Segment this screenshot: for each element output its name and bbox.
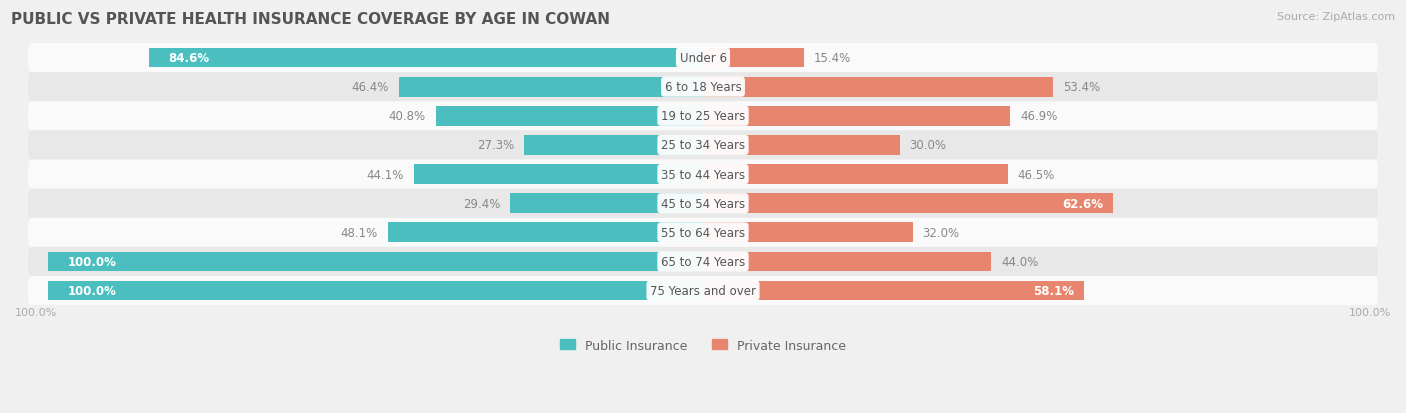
Bar — [703, 136, 900, 155]
Text: Under 6: Under 6 — [679, 52, 727, 65]
Bar — [388, 223, 703, 242]
Text: 15.4%: 15.4% — [814, 52, 851, 65]
FancyBboxPatch shape — [28, 102, 1378, 131]
Text: 48.1%: 48.1% — [340, 226, 378, 239]
FancyBboxPatch shape — [28, 131, 1378, 160]
Text: 35 to 44 Years: 35 to 44 Years — [661, 168, 745, 181]
Text: 100.0%: 100.0% — [67, 255, 117, 268]
Text: 46.9%: 46.9% — [1021, 110, 1057, 123]
Text: Source: ZipAtlas.com: Source: ZipAtlas.com — [1277, 12, 1395, 22]
Bar — [703, 165, 1008, 185]
Text: PUBLIC VS PRIVATE HEALTH INSURANCE COVERAGE BY AGE IN COWAN: PUBLIC VS PRIVATE HEALTH INSURANCE COVER… — [11, 12, 610, 27]
Text: 58.1%: 58.1% — [1033, 285, 1074, 297]
Bar — [48, 281, 703, 301]
Bar — [149, 48, 703, 68]
Bar — [703, 252, 991, 272]
Legend: Public Insurance, Private Insurance: Public Insurance, Private Insurance — [555, 334, 851, 357]
Bar — [703, 281, 1084, 301]
Text: 75 Years and over: 75 Years and over — [650, 285, 756, 297]
Text: 27.3%: 27.3% — [477, 139, 515, 152]
Bar — [703, 48, 804, 68]
Text: 65 to 74 Years: 65 to 74 Years — [661, 255, 745, 268]
Bar — [703, 223, 912, 242]
Text: 44.0%: 44.0% — [1001, 255, 1039, 268]
Text: 100.0%: 100.0% — [15, 308, 58, 318]
Text: 55 to 64 Years: 55 to 64 Years — [661, 226, 745, 239]
FancyBboxPatch shape — [28, 276, 1378, 305]
Bar — [703, 194, 1114, 214]
Bar — [703, 107, 1011, 126]
Bar — [399, 78, 703, 97]
Text: 100.0%: 100.0% — [67, 285, 117, 297]
Text: 46.4%: 46.4% — [352, 81, 389, 94]
Text: 6 to 18 Years: 6 to 18 Years — [665, 81, 741, 94]
FancyBboxPatch shape — [28, 218, 1378, 247]
Bar — [703, 78, 1053, 97]
Text: 30.0%: 30.0% — [910, 139, 946, 152]
Text: 44.1%: 44.1% — [367, 168, 404, 181]
Text: 45 to 54 Years: 45 to 54 Years — [661, 197, 745, 210]
Bar — [413, 165, 703, 185]
Text: 25 to 34 Years: 25 to 34 Years — [661, 139, 745, 152]
Bar — [524, 136, 703, 155]
FancyBboxPatch shape — [28, 189, 1378, 218]
Bar — [436, 107, 703, 126]
Text: 46.5%: 46.5% — [1018, 168, 1054, 181]
Text: 40.8%: 40.8% — [388, 110, 426, 123]
FancyBboxPatch shape — [28, 160, 1378, 189]
FancyBboxPatch shape — [28, 247, 1378, 276]
Text: 84.6%: 84.6% — [169, 52, 209, 65]
Text: 32.0%: 32.0% — [922, 226, 960, 239]
Text: 100.0%: 100.0% — [1348, 308, 1391, 318]
FancyBboxPatch shape — [28, 73, 1378, 102]
Bar — [48, 252, 703, 272]
FancyBboxPatch shape — [28, 44, 1378, 73]
Text: 29.4%: 29.4% — [463, 197, 501, 210]
Text: 19 to 25 Years: 19 to 25 Years — [661, 110, 745, 123]
Text: 62.6%: 62.6% — [1063, 197, 1104, 210]
Text: 53.4%: 53.4% — [1063, 81, 1099, 94]
Bar — [510, 194, 703, 214]
